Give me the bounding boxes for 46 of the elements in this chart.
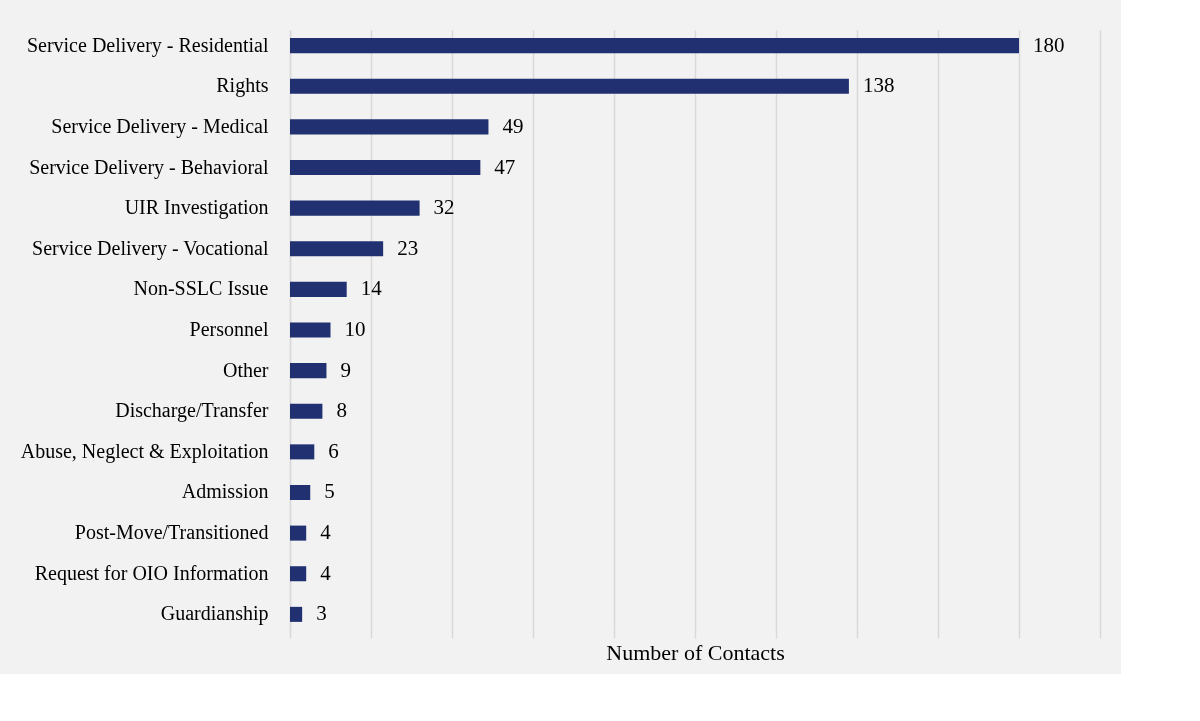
y-tick-label: Personnel [189, 318, 269, 340]
y-tick-label: UIR Investigation [124, 196, 269, 220]
bar [290, 38, 1019, 54]
data-label: 14 [360, 276, 383, 301]
y-tick-label: Service Delivery - Medical [51, 114, 269, 138]
y-tick-label: Service Delivery - Residential [26, 33, 269, 57]
data-label: 180 [1033, 32, 1065, 57]
data-label: 3 [316, 601, 327, 626]
y-tick-label: Other [222, 358, 269, 381]
bar [290, 119, 489, 135]
y-tick-label: Request for OIO Information [34, 561, 269, 585]
bar [290, 566, 307, 582]
y-tick-label: Non-SSLC Issue [133, 277, 269, 300]
y-tick-label: Admission [181, 480, 269, 503]
bar [290, 322, 331, 338]
bar [290, 403, 323, 419]
data-label: 138 [862, 73, 895, 98]
data-label: 32 [433, 195, 455, 220]
bar [290, 78, 849, 94]
data-label: 4 [320, 520, 332, 545]
data-label: 8 [336, 398, 347, 423]
y-tick-label: Service Delivery - Vocational [32, 236, 269, 260]
bar [290, 484, 311, 501]
data-label: 49 [502, 113, 524, 138]
data-label: 10 [344, 317, 366, 341]
y-tick-label: Guardianship [160, 602, 269, 626]
data-label: 9 [340, 357, 351, 382]
x-axis-title: Number of Contacts [606, 640, 785, 666]
data-label: 4 [320, 560, 332, 585]
bar [290, 281, 347, 297]
y-tick-label: Service Delivery - Behavioral [29, 155, 269, 179]
bar [290, 606, 303, 622]
data-label: 6 [328, 438, 339, 463]
bar [290, 159, 481, 176]
y-tick-label: Post-Move/Transitioned [74, 521, 269, 544]
data-label: 47 [494, 154, 516, 179]
bar [290, 363, 327, 379]
y-tick-label: Abuse, Neglect & Exploitation [20, 439, 269, 463]
data-label: 23 [397, 235, 419, 260]
y-tick-label: Discharge/Transfer [115, 399, 269, 423]
bar [290, 444, 315, 460]
bar [290, 200, 420, 216]
y-tick-label: Rights [216, 74, 269, 98]
data-label: 5 [324, 479, 335, 504]
bar [290, 241, 384, 257]
bar [290, 525, 307, 541]
